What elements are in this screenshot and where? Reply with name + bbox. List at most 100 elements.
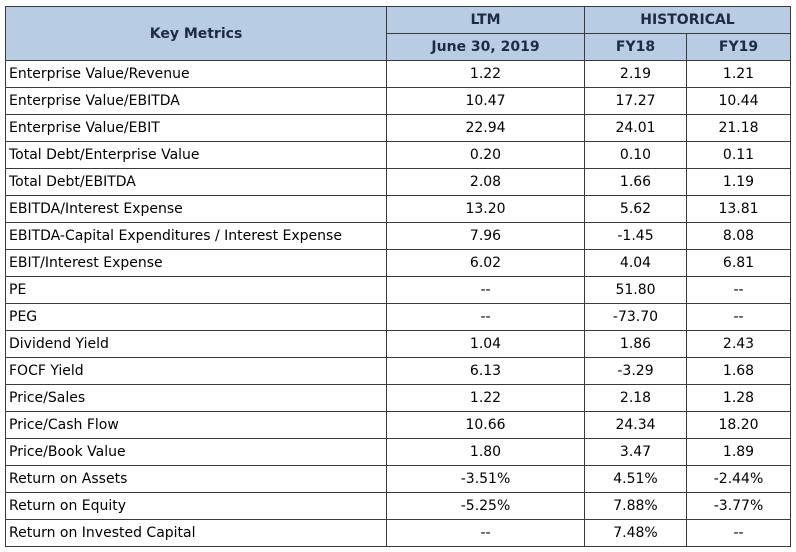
fy18-value: 0.10 — [584, 141, 687, 169]
metric-label: Return on Assets — [5, 465, 387, 493]
key-metrics-table-container: Key Metrics LTM HISTORICAL June 30, 2019… — [5, 6, 791, 547]
table-row: Total Debt/EBITDA 2.08 1.66 1.19 — [5, 168, 791, 196]
fy18-value: 24.01 — [584, 114, 687, 142]
ltm-value: 1.22 — [386, 384, 585, 412]
metric-label: Total Debt/Enterprise Value — [5, 141, 387, 169]
fy18-value: -73.70 — [584, 303, 687, 331]
table-row: Enterprise Value/Revenue 1.22 2.19 1.21 — [5, 60, 791, 88]
ltm-value: -- — [386, 519, 585, 547]
fy19-value: 1.28 — [686, 384, 791, 412]
header-fy19: FY19 — [686, 33, 791, 61]
ltm-value: -- — [386, 276, 585, 304]
fy18-value: 3.47 — [584, 438, 687, 466]
metric-label: FOCF Yield — [5, 357, 387, 385]
table-row: PEG -- -73.70 -- — [5, 303, 791, 331]
fy18-value: 1.86 — [584, 330, 687, 358]
ltm-value: 0.20 — [386, 141, 585, 169]
header-historical: HISTORICAL — [584, 6, 791, 34]
fy18-value: 17.27 — [584, 87, 687, 115]
metric-label: PE — [5, 276, 387, 304]
metric-label: Total Debt/EBITDA — [5, 168, 387, 196]
ltm-value: 7.96 — [386, 222, 585, 250]
table-row: Enterprise Value/EBIT 22.94 24.01 21.18 — [5, 114, 791, 142]
ltm-value: 6.13 — [386, 357, 585, 385]
ltm-value: 10.66 — [386, 411, 585, 439]
header-ltm-date: June 30, 2019 — [386, 33, 585, 61]
metric-label: Return on Equity — [5, 492, 387, 520]
header-key-metrics: Key Metrics — [5, 6, 387, 61]
table-row: Price/Sales 1.22 2.18 1.28 — [5, 384, 791, 412]
ltm-value: 2.08 — [386, 168, 585, 196]
ltm-value: -- — [386, 303, 585, 331]
fy19-value: 1.89 — [686, 438, 791, 466]
fy18-value: -1.45 — [584, 222, 687, 250]
table-row: Total Debt/Enterprise Value 0.20 0.10 0.11 — [5, 141, 791, 169]
fy18-value: 51.80 — [584, 276, 687, 304]
fy18-value: 7.48% — [584, 519, 687, 547]
metric-label: PEG — [5, 303, 387, 331]
fy19-value: 8.08 — [686, 222, 791, 250]
ltm-value: -3.51% — [386, 465, 585, 493]
fy19-value: 13.81 — [686, 195, 791, 223]
key-metrics-table: Key Metrics LTM HISTORICAL June 30, 2019… — [5, 6, 791, 547]
fy19-value: -2.44% — [686, 465, 791, 493]
table-row: Price/Cash Flow 10.66 24.34 18.20 — [5, 411, 791, 439]
ltm-value: 1.80 — [386, 438, 585, 466]
fy19-value: 1.68 — [686, 357, 791, 385]
table-row: Return on Invested Capital -- 7.48% -- — [5, 519, 791, 547]
ltm-value: 1.04 — [386, 330, 585, 358]
header-row-bottom: June 30, 2019 FY18 FY19 — [6, 33, 791, 61]
metric-label: EBITDA/Interest Expense — [5, 195, 387, 223]
metric-label: Return on Invested Capital — [5, 519, 387, 547]
header-fy18: FY18 — [584, 33, 687, 61]
table-row: PE -- 51.80 -- — [5, 276, 791, 304]
fy19-value: -3.77% — [686, 492, 791, 520]
ltm-value: 13.20 — [386, 195, 585, 223]
table-row: Dividend Yield 1.04 1.86 2.43 — [5, 330, 791, 358]
fy19-value: 2.43 — [686, 330, 791, 358]
header-row-top: Key Metrics LTM HISTORICAL — [5, 6, 791, 61]
fy19-value: 10.44 — [686, 87, 791, 115]
table-row: Price/Book Value 1.80 3.47 1.89 — [5, 438, 791, 466]
fy18-value: 4.51% — [584, 465, 687, 493]
fy19-value: 1.19 — [686, 168, 791, 196]
table-row: EBIT/Interest Expense 6.02 4.04 6.81 — [5, 249, 791, 277]
fy18-value: 2.19 — [584, 60, 687, 88]
fy18-value: 5.62 — [584, 195, 687, 223]
ltm-value: 6.02 — [386, 249, 585, 277]
metric-label: Price/Sales — [5, 384, 387, 412]
table-row: Enterprise Value/EBITDA 10.47 17.27 10.44 — [5, 87, 791, 115]
fy19-value: 21.18 — [686, 114, 791, 142]
fy19-value: -- — [686, 519, 791, 547]
metrics-body: Enterprise Value/Revenue 1.22 2.19 1.21 Ente… — [5, 60, 791, 547]
metric-label: Enterprise Value/Revenue — [5, 60, 387, 88]
fy18-value: -3.29 — [584, 357, 687, 385]
table-row: EBITDA-Capital Expenditures / Interest E… — [5, 222, 791, 250]
metric-label: Price/Book Value — [5, 438, 387, 466]
metric-label: Price/Cash Flow — [5, 411, 387, 439]
fy19-value: 6.81 — [686, 249, 791, 277]
fy19-value: 18.20 — [686, 411, 791, 439]
metric-label: Enterprise Value/EBIT — [5, 114, 387, 142]
fy18-value: 4.04 — [584, 249, 687, 277]
table-row: Return on Assets -3.51% 4.51% -2.44% — [5, 465, 791, 493]
metric-label: EBIT/Interest Expense — [5, 249, 387, 277]
ltm-value: 10.47 — [386, 87, 585, 115]
fy18-value: 1.66 — [584, 168, 687, 196]
fy19-value: 1.21 — [686, 60, 791, 88]
table-row: Return on Equity -5.25% 7.88% -3.77% — [5, 492, 791, 520]
ltm-value: 1.22 — [386, 60, 585, 88]
header-ltm: LTM — [386, 6, 585, 34]
metric-label: Dividend Yield — [5, 330, 387, 358]
fy19-value: 0.11 — [686, 141, 791, 169]
ltm-value: -5.25% — [386, 492, 585, 520]
ltm-value: 22.94 — [386, 114, 585, 142]
table-row: FOCF Yield 6.13 -3.29 1.68 — [5, 357, 791, 385]
table-row: EBITDA/Interest Expense 13.20 5.62 13.81 — [5, 195, 791, 223]
fy19-value: -- — [686, 303, 791, 331]
metric-label: EBITDA-Capital Expenditures / Interest E… — [5, 222, 387, 250]
metric-label: Enterprise Value/EBITDA — [5, 87, 387, 115]
fy18-value: 2.18 — [584, 384, 687, 412]
fy18-value: 24.34 — [584, 411, 687, 439]
fy18-value: 7.88% — [584, 492, 687, 520]
